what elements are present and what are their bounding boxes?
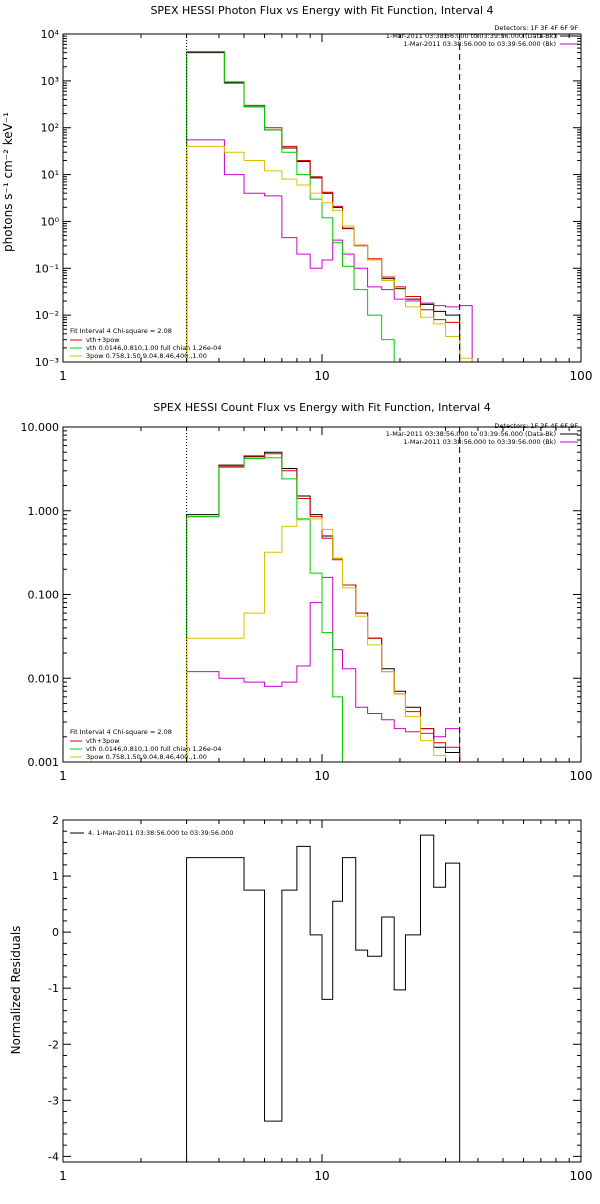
x-tick-label: 10 [314, 369, 329, 383]
y-tick-label: 0.100 [28, 589, 60, 602]
legend-top-right: Detectors: 1F 3F 4F 6F 9F 1-Mar-2011 03:… [386, 422, 579, 446]
y-tick-label: 10⁻² [35, 309, 59, 322]
y-tick-label: 10⁻¹ [35, 262, 59, 275]
series-thermal [186, 457, 344, 762]
legend-entry-residuals: 4. 1-Mar-2011 03:38:56.000 to 03:39:56.0… [88, 829, 234, 837]
legend-entry-total-fit: vth+3pow [86, 737, 120, 745]
y-tick-label: 1.000 [28, 505, 60, 518]
count-flux-chart: SPEX HESSI Count Flux vs Energy with Fit… [21, 401, 593, 783]
y-tick-label: -3 [48, 1094, 59, 1107]
y-tick-label: 10² [41, 122, 59, 135]
y-tick-label: 10.000 [21, 421, 60, 434]
y-tick-label: -4 [48, 1150, 59, 1163]
series-power [186, 518, 447, 762]
legend-entry-thermal: vth 0.0146,0.810,1.00 full chian 1.26e-0… [86, 344, 221, 352]
legend-entry-data-bk: 1-Mar-2011 03:38:56.000 to 03:39:56.000 … [386, 32, 556, 40]
legend-bottom-left: Fit Interval 4 Chi-square = 2.08 vth+3po… [70, 728, 221, 761]
legend: 4. 1-Mar-2011 03:38:56.000 to 03:39:56.0… [70, 829, 234, 837]
series-power [186, 145, 473, 362]
y-tick-label: 10⁴ [41, 28, 60, 41]
x-tick-label: 1 [59, 769, 67, 783]
plot-area [186, 51, 473, 362]
x-tick-label: 10 [314, 769, 329, 783]
chart-title: SPEX HESSI Count Flux vs Energy with Fit… [153, 401, 490, 414]
legend-fit-header: Fit Interval 4 Chi-square = 2.08 [70, 728, 172, 736]
legend-detectors: Detectors: 1F 3F 4F 6F 9F [494, 24, 578, 32]
y-axis-label: Normalized Residuals [9, 926, 23, 1055]
x-tick-label: 100 [570, 769, 593, 783]
y-tick-label: 0.001 [28, 756, 60, 769]
y-tick-label: 10³ [41, 75, 59, 88]
y-tick-label: -1 [48, 982, 59, 995]
y-axis-label: photons s⁻¹ cm⁻² keV⁻¹ [1, 112, 15, 252]
legend-entry-total-fit: vth+3pow [86, 336, 120, 344]
series-total_fit [186, 453, 461, 762]
plot-area [186, 834, 461, 1162]
x-tick-label: 1 [59, 1169, 67, 1183]
x-tick-label: 100 [570, 1169, 593, 1183]
series-bk [186, 576, 461, 762]
residuals-chart: Normalized Residuals 4. 1-Mar-2011 03:38… [9, 814, 592, 1183]
plot-area [186, 451, 461, 762]
x-tick-label: 100 [570, 369, 593, 383]
x-tick-label: 10 [314, 1169, 329, 1183]
y-tick-label: 0 [52, 926, 59, 939]
y-tick-label: 10⁻³ [35, 356, 59, 369]
x-tick-label: 1 [59, 369, 67, 383]
chart-title: SPEX HESSI Photon Flux vs Energy with Fi… [150, 4, 493, 17]
y-tick-label: 1 [52, 870, 59, 883]
series-bk [186, 139, 473, 362]
series-data_bk [186, 451, 461, 762]
legend-detectors: Detectors: 1F 3F 4F 6F 9F [494, 422, 578, 430]
legend-entry-power: 3pow 0.758,1.50,9.04,8.46,400.,1.00 [86, 352, 207, 360]
series-residuals [186, 834, 461, 1162]
series-thermal [186, 51, 395, 362]
legend-entry-data-bk: 1-Mar-2011 03:38:56.000 to 03:39:56.000 … [386, 430, 556, 438]
legend-entry-bk: 1-Mar-2011 03:38:56.000 to 03:39:56.000 … [403, 438, 556, 446]
y-tick-label: 2 [52, 814, 59, 827]
legend-entry-thermal: vth 0.0146,0.810,1.00 full chian 1.26e-0… [86, 745, 221, 753]
legend-top-right: Detectors: 1F 3F 4F 6F 9F 1-Mar-2011 03:… [386, 24, 579, 48]
series-total_fit [186, 51, 473, 362]
y-tick-label: -2 [48, 1038, 59, 1051]
y-tick-label: 10⁰ [41, 215, 60, 228]
legend-fit-header: Fit Interval 4 Chi-square = 2.08 [70, 327, 172, 335]
y-tick-label: 10¹ [41, 169, 59, 182]
legend-entry-bk: 1-Mar-2011 03:38:56.000 to 03:39:56.000 … [403, 40, 556, 48]
y-tick-label: 0.010 [28, 672, 60, 685]
legend-entry-power: 3pow 0.758,1.50,9.04,8.46,400.,1.00 [86, 753, 207, 761]
photon-flux-chart: SPEX HESSI Photon Flux vs Energy with Fi… [1, 4, 593, 383]
legend-bottom-left: Fit Interval 4 Chi-square = 2.08 vth+3po… [70, 327, 221, 360]
